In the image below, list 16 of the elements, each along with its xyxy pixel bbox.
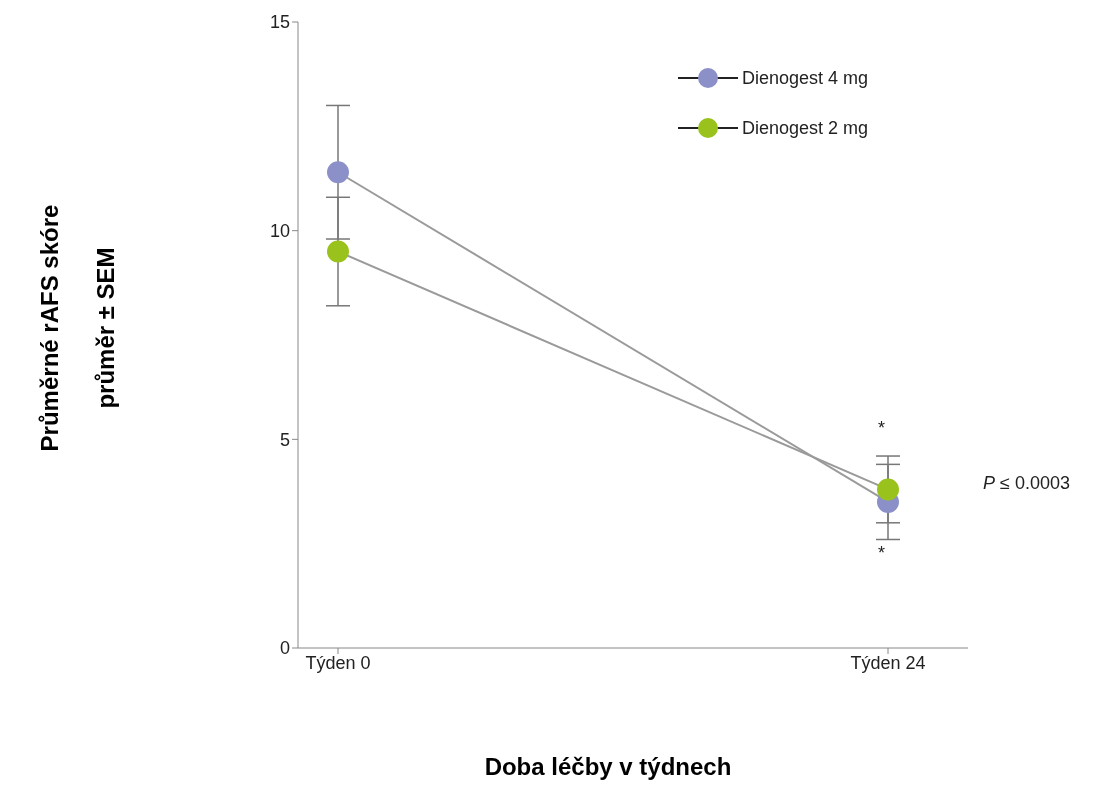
legend-label: Dienogest 4 mg — [742, 67, 869, 89]
point — [877, 478, 899, 501]
point — [327, 240, 349, 263]
y-tick-label: 15 — [269, 12, 290, 33]
y-tick-label: 0 — [279, 638, 290, 659]
annotation: * — [878, 418, 886, 439]
x-axis-title: Doba léčby v týdnech — [483, 753, 733, 781]
x-tick-label: Týden 24 — [850, 652, 926, 673]
text: Průměrné rAFS skóre průměr ± SEM — [36, 204, 119, 452]
y-tick-label: 10 — [269, 221, 290, 242]
point — [327, 161, 349, 184]
x-tick-label: Týden 0 — [305, 652, 371, 673]
legend-label: Dienogest 2 mg — [742, 117, 869, 139]
y-tick-label: 5 — [279, 429, 290, 450]
annotation: * — [878, 543, 886, 564]
text: P ≤ 0.0003 — [983, 473, 1070, 494]
